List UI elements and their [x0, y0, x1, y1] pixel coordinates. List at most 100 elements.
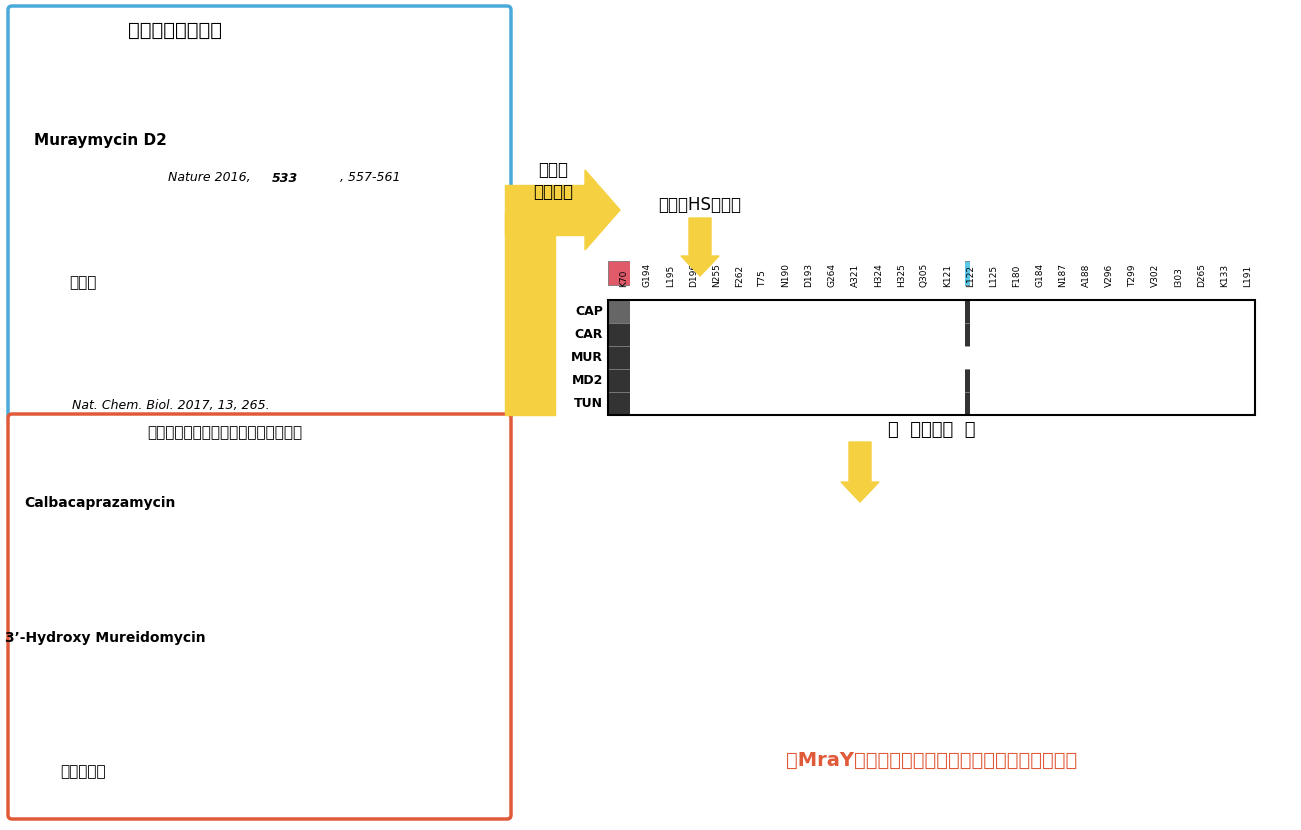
Bar [816, 369, 839, 392]
Bar [608, 323, 631, 346]
Bar [1140, 300, 1163, 323]
Text: D196: D196 [688, 263, 697, 287]
Bar [792, 323, 816, 346]
Text: L195: L195 [666, 265, 675, 287]
Bar [631, 369, 654, 392]
Bar [1209, 323, 1232, 346]
Bar [608, 261, 747, 285]
Text: N255: N255 [712, 263, 721, 287]
Text: Nat. Chem. Biol. 2017, 13, 265.: Nat. Chem. Biol. 2017, 13, 265. [73, 399, 271, 413]
Text: H324: H324 [874, 263, 883, 287]
Bar [1116, 392, 1140, 415]
Text: 通过本研究新确认复合体结构的抗生素: 通过本研究新确认复合体结构的抗生素 [147, 426, 303, 441]
Text: MD2: MD2 [571, 374, 602, 387]
Bar [908, 369, 932, 392]
Bar [932, 323, 955, 346]
Bar [1116, 369, 1140, 392]
Bar [1093, 300, 1116, 323]
Bar [1047, 369, 1071, 392]
FancyArrow shape [680, 218, 719, 276]
Text: 衣霉素: 衣霉素 [69, 276, 96, 290]
FancyBboxPatch shape [8, 6, 511, 419]
Bar [1232, 323, 1255, 346]
Bar [723, 392, 747, 415]
Bar [1163, 300, 1185, 323]
Bar [770, 323, 792, 346]
Text: H325: H325 [896, 263, 905, 287]
Bar [1140, 369, 1163, 392]
Bar [505, 185, 585, 235]
Bar [631, 300, 654, 323]
Text: L122: L122 [967, 265, 976, 287]
FancyArrow shape [840, 442, 879, 502]
Bar [978, 346, 1000, 369]
Text: D265: D265 [1197, 263, 1206, 287]
Text: D193: D193 [804, 263, 813, 287]
Bar [18, 700, 233, 808]
Bar [839, 346, 863, 369]
Bar [1140, 392, 1163, 415]
Bar [700, 323, 723, 346]
Bar [839, 300, 863, 323]
Bar [654, 369, 678, 392]
Bar [747, 300, 770, 323]
Bar [654, 346, 678, 369]
Text: G194: G194 [643, 263, 652, 287]
Bar [1232, 392, 1255, 415]
Text: 结构重叠: 结构重叠 [533, 183, 572, 201]
Bar [792, 392, 816, 415]
Bar [978, 369, 1000, 392]
Bar [608, 300, 631, 323]
Bar [908, 346, 932, 369]
Bar [816, 392, 839, 415]
Bar [747, 346, 770, 369]
Text: 为MraY抑制化合物提供合乎逻辑和常理的设计指南: 为MraY抑制化合物提供合乎逻辑和常理的设计指南 [786, 750, 1077, 769]
Bar [792, 369, 816, 392]
Bar [863, 369, 885, 392]
Text: HS5: HS5 [1045, 266, 1072, 280]
Bar [1024, 300, 1047, 323]
Text: CAP: CAP [575, 305, 602, 318]
Bar [1232, 346, 1255, 369]
Bar [631, 346, 654, 369]
Bar [723, 369, 747, 392]
Bar [1071, 261, 1093, 285]
Bar [816, 346, 839, 369]
Text: N187: N187 [1059, 263, 1068, 287]
Bar [1024, 323, 1047, 346]
Bar [1071, 323, 1093, 346]
Bar [1071, 392, 1093, 415]
Bar [885, 392, 908, 415]
Bar [839, 392, 863, 415]
Bar [932, 261, 1047, 285]
Bar [1024, 392, 1047, 415]
Text: G184: G184 [1036, 263, 1045, 287]
Bar [1024, 369, 1047, 392]
Bar [18, 567, 233, 685]
Text: A321: A321 [851, 264, 860, 287]
Bar [955, 369, 978, 392]
Bar [245, 698, 493, 808]
Bar [747, 323, 770, 346]
Text: I303: I303 [1174, 267, 1183, 287]
Bar [678, 369, 700, 392]
Bar [1047, 392, 1071, 415]
Bar [630, 22, 965, 417]
Bar [885, 369, 908, 392]
Text: MUR: MUR [571, 351, 602, 364]
Bar [505, 212, 556, 415]
Bar [700, 346, 723, 369]
Bar [1185, 346, 1209, 369]
Bar [608, 369, 631, 392]
Bar [863, 346, 885, 369]
Text: K121: K121 [943, 264, 952, 287]
Bar [678, 323, 700, 346]
Bar [1163, 323, 1185, 346]
Bar [1185, 369, 1209, 392]
Bar [978, 300, 1000, 323]
Bar [608, 346, 631, 369]
Bar [1047, 261, 1071, 285]
Bar [1000, 392, 1024, 415]
Bar [885, 323, 908, 346]
Bar [978, 392, 1000, 415]
